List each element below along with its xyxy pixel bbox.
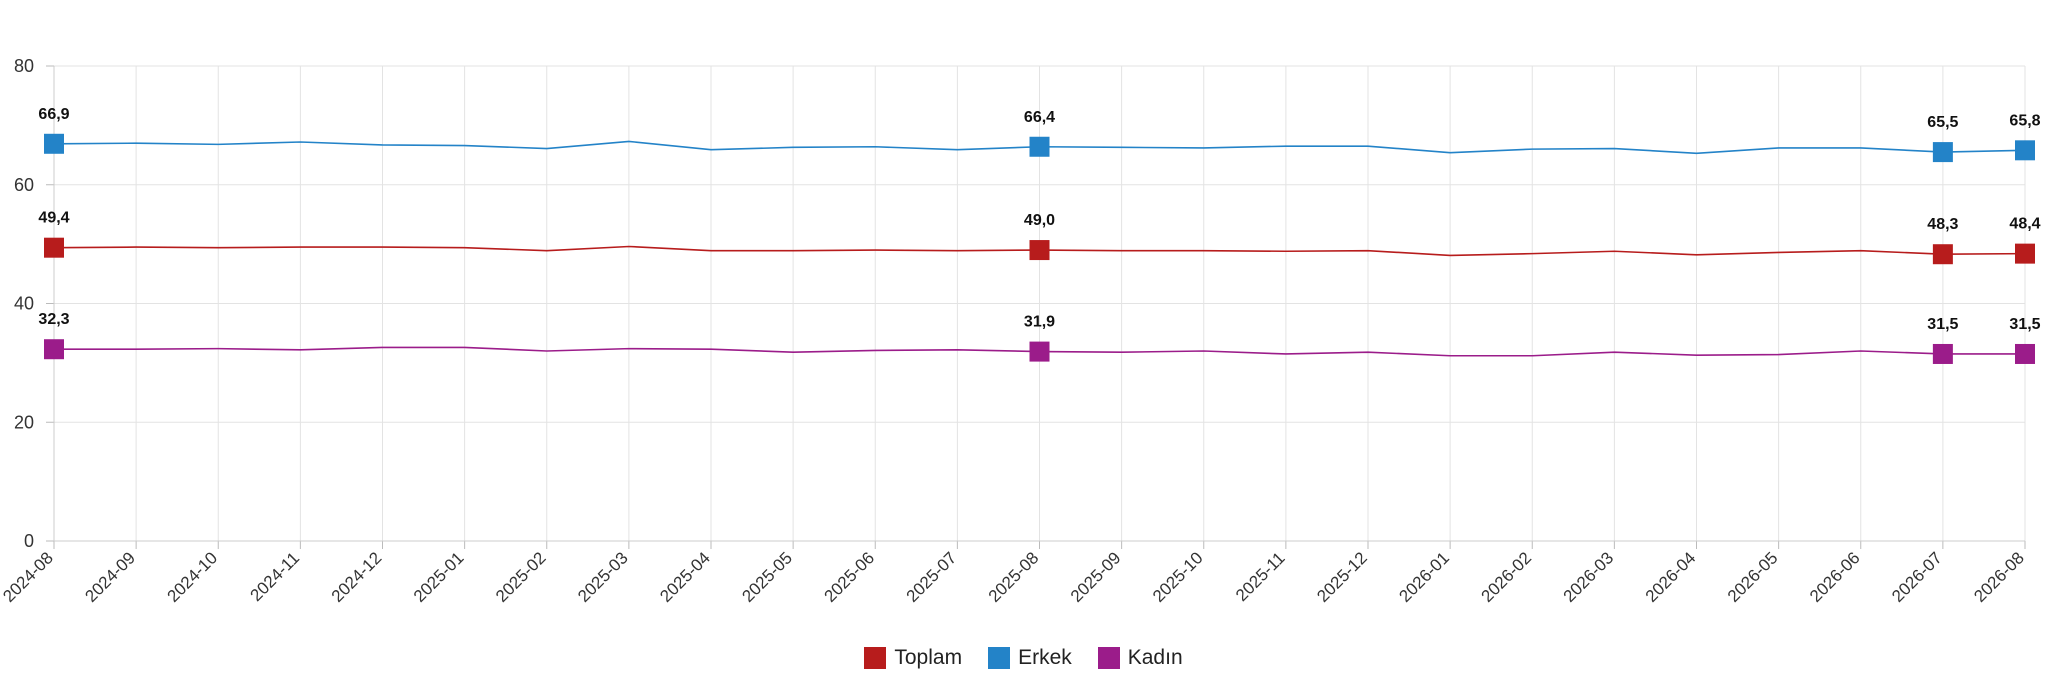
y-tick-label: 40 — [14, 294, 34, 314]
data-label-toplam: 48,4 — [2009, 216, 2040, 233]
x-tick-label: 2026-07 — [1888, 548, 1946, 606]
x-tick-label: 2025-11 — [1232, 548, 1289, 605]
data-label-toplam: 49,4 — [38, 210, 69, 227]
y-tick-label: 80 — [14, 56, 34, 76]
x-tick-label: 2024-12 — [328, 548, 386, 606]
x-tick-label: 2025-07 — [903, 548, 961, 606]
legend-item-kadin[interactable]: Kadın — [1097, 646, 1183, 670]
y-tick-label: 20 — [14, 412, 34, 432]
data-label-erkek: 66,4 — [1024, 109, 1055, 126]
data-label-kadin: 31,5 — [1927, 316, 1958, 333]
data-point-toplam — [1932, 244, 1953, 265]
x-tick-label: 2025-03 — [574, 548, 632, 606]
x-tick-label: 2025-06 — [821, 548, 879, 606]
legend-swatch-kadin — [1097, 647, 1120, 669]
data-label-kadin: 31,9 — [1024, 314, 1055, 331]
x-tick-label: 2026-02 — [1478, 548, 1536, 606]
data-label-erkek: 65,5 — [1927, 114, 1958, 131]
data-point-erkek — [2015, 140, 2035, 161]
x-tick-label: 2026-08 — [1970, 548, 2028, 606]
legend-swatch-erkek — [988, 647, 1011, 669]
y-axis-ticks: 0 20 40 60 80 — [14, 56, 34, 551]
x-tick-label: 2025-10 — [1149, 548, 1207, 606]
y-tick-label: 0 — [24, 531, 34, 551]
data-point-erkek — [1029, 136, 1050, 157]
x-tick-label: 2024-11 — [247, 548, 304, 605]
data-label-kadin: 32,3 — [38, 311, 69, 328]
x-tick-label: 2025-12 — [1313, 548, 1371, 606]
data-point-kadin — [1029, 341, 1050, 362]
x-tick-label: 2025-08 — [985, 548, 1043, 606]
x-tick-label: 2024-09 — [81, 548, 139, 606]
data-point-kadin — [1932, 343, 1953, 364]
data-point-kadin — [44, 339, 64, 360]
x-tick-label: 2026-04 — [1642, 548, 1700, 606]
x-tick-label: 2025-04 — [656, 548, 714, 606]
data-label-toplam: 48,3 — [1927, 216, 1958, 233]
legend-item-toplam[interactable]: Toplam — [864, 646, 962, 670]
data-point-kadin — [2015, 343, 2035, 364]
data-label-erkek: 66,9 — [38, 106, 69, 123]
legend: Toplam Erkek Kadın — [0, 642, 2047, 674]
x-tick-label: 2025-05 — [738, 548, 796, 606]
x-tick-label: 2026-01 — [1395, 548, 1453, 606]
x-axis-ticks: 2024-08 2024-09 2024-10 2024-11 2024-12 2025-… — [0, 548, 2028, 606]
legend-swatch-toplam — [864, 647, 887, 669]
x-tick-label: 2025-01 — [410, 548, 468, 606]
x-tick-label: 2026-06 — [1806, 548, 1864, 606]
legend-item-erkek[interactable]: Erkek — [988, 646, 1072, 670]
data-labels: 49,4 49,0 48,3 48,4 66,9 66,4 65,5 65,8 32,3 31,9… — [38, 106, 2040, 333]
data-label-kadin: 31,5 — [2009, 316, 2040, 333]
x-tick-label: 2024-10 — [164, 548, 222, 606]
legend-label-erkek: Erkek — [1018, 646, 1072, 669]
data-point-toplam — [2015, 243, 2035, 264]
data-point-erkek — [1932, 142, 1953, 163]
y-tick-label: 60 — [14, 175, 34, 195]
data-point-toplam — [44, 237, 64, 258]
x-tick-label: 2025-09 — [1067, 548, 1125, 606]
data-point-erkek — [44, 133, 64, 154]
data-label-toplam: 49,0 — [1024, 212, 1055, 229]
legend-label-kadin: Kadın — [1127, 646, 1183, 669]
series-markers — [44, 133, 2035, 364]
legend-label-toplam: Toplam — [894, 646, 963, 669]
data-label-erkek: 65,8 — [2009, 112, 2040, 129]
data-point-toplam — [1029, 240, 1050, 261]
x-tick-label: 2026-05 — [1724, 548, 1782, 606]
x-tick-label: 2025-02 — [492, 548, 550, 606]
x-tick-label: 2026-03 — [1560, 548, 1618, 606]
x-tick-label: 2024-08 — [0, 548, 57, 606]
